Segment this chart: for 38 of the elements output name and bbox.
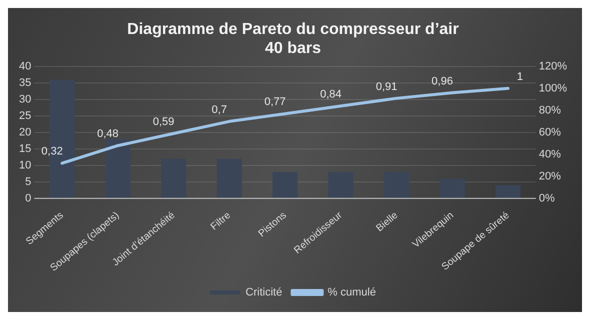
y2-tick-label: 80% bbox=[538, 104, 562, 116]
y2-tick-label: 0% bbox=[538, 192, 555, 204]
bar bbox=[161, 158, 186, 198]
data-label: 1 bbox=[516, 70, 524, 83]
y-tick-label: 30 bbox=[18, 93, 32, 106]
y-tick-label: 20 bbox=[18, 126, 32, 138]
x-tick-label: Filtre bbox=[208, 210, 234, 233]
y-tick-label: 25 bbox=[18, 110, 32, 122]
data-label: 0,91 bbox=[376, 80, 398, 93]
legend-label: Criticité bbox=[246, 286, 282, 299]
y2-tick-label: 20% bbox=[538, 170, 562, 182]
data-label: 0,77 bbox=[264, 96, 286, 108]
chart-subtitle: 40 bars bbox=[264, 40, 322, 58]
y2-tick-label: 60% bbox=[538, 126, 562, 138]
y-tick-label: 40 bbox=[18, 60, 32, 72]
y-tick-label: 10 bbox=[18, 159, 32, 172]
bar bbox=[440, 178, 465, 198]
chart-title: Diagramme de Pareto du compresseur d’air bbox=[127, 21, 459, 38]
y2-tick-label: 40% bbox=[538, 148, 562, 160]
bar bbox=[105, 139, 130, 198]
legend-label: % cumulé bbox=[328, 286, 376, 299]
data-label: 0,96 bbox=[432, 75, 453, 88]
bar bbox=[216, 158, 242, 198]
data-label: 0,32 bbox=[41, 146, 63, 158]
y2-tick-label: 100% bbox=[538, 82, 568, 94]
bar bbox=[495, 185, 521, 198]
data-label: 0,84 bbox=[320, 88, 342, 101]
y-tick-label: 5 bbox=[25, 176, 32, 188]
y-tick-label: 35 bbox=[18, 76, 32, 89]
bar bbox=[384, 172, 410, 198]
y-tick-label: 0 bbox=[25, 192, 32, 204]
data-label: 0,7 bbox=[212, 104, 227, 116]
y-tick-label: 15 bbox=[18, 142, 32, 155]
y2-tick-label: 120% bbox=[538, 60, 568, 72]
data-label: 0,59 bbox=[152, 116, 174, 128]
bar bbox=[328, 172, 354, 198]
data-label: 0,48 bbox=[97, 128, 119, 140]
bar bbox=[272, 172, 298, 198]
